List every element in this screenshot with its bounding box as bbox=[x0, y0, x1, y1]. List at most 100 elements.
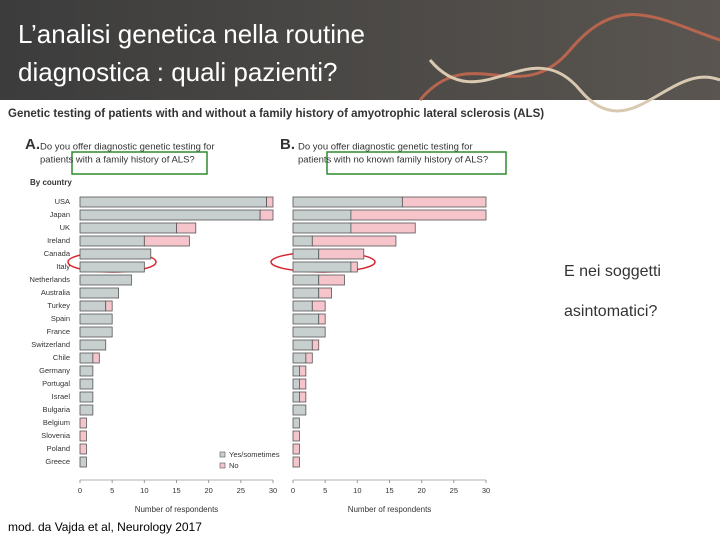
y-tick-label: Switzerland bbox=[31, 340, 70, 349]
bar bbox=[305, 352, 313, 364]
y-tick-label: Belgium bbox=[43, 418, 70, 427]
bar bbox=[292, 391, 300, 403]
y-tick-label: Germany bbox=[39, 366, 70, 375]
bar bbox=[292, 430, 300, 442]
bar bbox=[292, 417, 300, 429]
y-tick-label: Spain bbox=[51, 314, 70, 323]
y-tick-label: Slovenia bbox=[41, 431, 71, 440]
bar bbox=[79, 222, 177, 234]
bar bbox=[292, 326, 326, 338]
bar bbox=[266, 196, 274, 208]
bar bbox=[176, 222, 197, 234]
highlight-box bbox=[326, 151, 507, 175]
bar bbox=[292, 339, 313, 351]
panel-question: Do you offer diagnostic genetic testing … bbox=[298, 142, 473, 153]
bar bbox=[292, 261, 352, 273]
bar bbox=[292, 404, 307, 416]
bar bbox=[79, 300, 107, 312]
x-tick-label: 5 bbox=[110, 486, 114, 495]
bar bbox=[350, 222, 416, 234]
bar bbox=[79, 339, 107, 351]
bar bbox=[292, 248, 320, 260]
y-tick-label: Greece bbox=[45, 457, 70, 466]
bar bbox=[318, 313, 326, 325]
panel-question: Do you offer diagnostic genetic testing … bbox=[40, 142, 215, 153]
figure-title: Genetic testing of patients with and wit… bbox=[8, 108, 544, 120]
x-axis-label: Number of respondents bbox=[135, 505, 219, 514]
x-tick-label: 25 bbox=[450, 486, 458, 495]
bar bbox=[79, 443, 87, 455]
dna-decoration bbox=[418, 13, 720, 113]
bar bbox=[292, 300, 313, 312]
legend-label: Yes/sometimes bbox=[229, 450, 280, 459]
highlight-box bbox=[71, 151, 208, 175]
bar bbox=[292, 313, 320, 325]
bar bbox=[318, 274, 345, 286]
bar bbox=[79, 391, 94, 403]
side-text: E nei soggetti bbox=[564, 263, 661, 280]
x-tick-label: 10 bbox=[353, 486, 361, 495]
x-tick-label: 20 bbox=[204, 486, 212, 495]
bar bbox=[79, 378, 94, 390]
bar bbox=[79, 430, 87, 442]
bar bbox=[318, 248, 365, 260]
bar bbox=[292, 209, 352, 221]
bar bbox=[79, 404, 94, 416]
bar bbox=[79, 287, 119, 299]
bar bbox=[79, 417, 87, 429]
y-tick-label: Turkey bbox=[47, 301, 70, 310]
slide-title-line: L’analisi genetica nella routine bbox=[18, 19, 365, 49]
bar bbox=[79, 274, 132, 286]
y-tick-label: Portugal bbox=[42, 379, 70, 388]
header-bar bbox=[0, 0, 720, 100]
x-tick-label: 25 bbox=[237, 486, 245, 495]
x-tick-label: 5 bbox=[323, 486, 327, 495]
y-tick-label: Australia bbox=[41, 288, 71, 297]
x-tick-label: 20 bbox=[417, 486, 425, 495]
y-tick-label: Ireland bbox=[47, 236, 70, 245]
x-tick-label: 30 bbox=[269, 486, 277, 495]
y-tick-label: Bulgaria bbox=[42, 405, 70, 414]
panel-question: patients with a family history of ALS? bbox=[40, 155, 195, 166]
bar bbox=[259, 209, 274, 221]
bar bbox=[105, 300, 113, 312]
y-tick-label: Poland bbox=[47, 444, 70, 453]
bar bbox=[79, 456, 87, 468]
x-tick-label: 15 bbox=[385, 486, 393, 495]
x-axis-label: Number of respondents bbox=[348, 505, 432, 514]
bar bbox=[401, 196, 487, 208]
bar bbox=[79, 235, 145, 247]
bar bbox=[318, 287, 333, 299]
y-tick-label: France bbox=[47, 327, 70, 336]
y-tick-label: Italy bbox=[56, 262, 70, 271]
bar bbox=[299, 391, 307, 403]
bar bbox=[79, 326, 113, 338]
panel-label: B. bbox=[280, 136, 295, 153]
bar bbox=[79, 352, 94, 364]
bar bbox=[311, 339, 320, 351]
bar bbox=[292, 235, 313, 247]
legend-swatch bbox=[219, 451, 226, 458]
slide-title-line: diagnostica : quali pazienti? bbox=[18, 57, 337, 87]
bar bbox=[292, 443, 300, 455]
bar bbox=[292, 352, 307, 364]
bar bbox=[311, 235, 397, 247]
bar bbox=[292, 365, 300, 377]
bar bbox=[292, 378, 300, 390]
bar bbox=[292, 287, 320, 299]
bar bbox=[79, 261, 145, 273]
x-tick-label: 0 bbox=[291, 486, 295, 495]
legend-label: No bbox=[229, 461, 239, 470]
y-tick-label: USA bbox=[55, 197, 70, 206]
bar bbox=[292, 222, 352, 234]
bar bbox=[79, 209, 261, 221]
bar bbox=[143, 235, 190, 247]
bar bbox=[79, 248, 152, 260]
bar bbox=[79, 313, 113, 325]
x-tick-label: 0 bbox=[78, 486, 82, 495]
y-tick-label: Japan bbox=[50, 210, 70, 219]
bar bbox=[350, 209, 487, 221]
bar bbox=[79, 196, 267, 208]
